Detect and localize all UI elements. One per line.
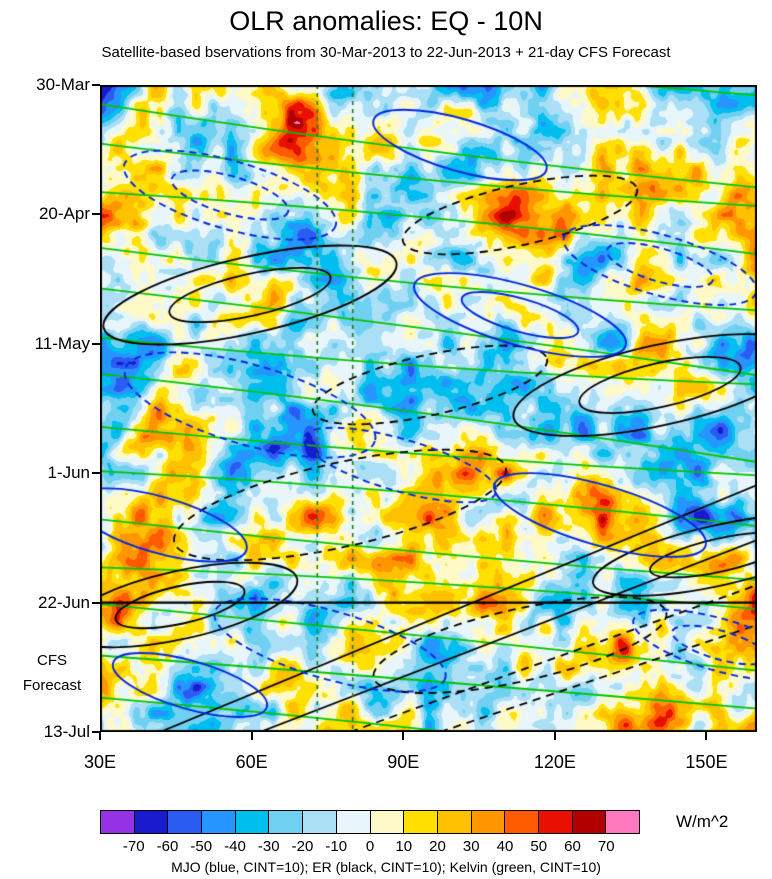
- y-tick-mark: [92, 601, 100, 604]
- y-tick-label: 1-Jun: [47, 463, 90, 483]
- colorbar-segment: [101, 811, 135, 833]
- colorbar-tick-label: -10: [325, 838, 348, 855]
- y-tick-mark: [92, 213, 100, 216]
- colorbar-units-label: W/m^2: [676, 812, 729, 831]
- colorbar-tick-label: 60: [564, 838, 581, 855]
- colorbar-tick-label: 70: [597, 838, 615, 855]
- chart-subtitle: Satellite-based bservations from 30-Mar-…: [101, 44, 671, 61]
- colorbar-segment: [505, 811, 539, 833]
- y-tick-mark: [92, 731, 100, 733]
- colorbar-tick-label: -20: [291, 838, 314, 855]
- colorbar-segment: [202, 811, 236, 833]
- colorbar-tick-label: 40: [496, 838, 514, 855]
- y-tick-mark: [92, 342, 100, 345]
- x-tick-mark: [250, 732, 253, 740]
- colorbar-tick-label: 0: [365, 838, 375, 855]
- colorbar-tick-label: 30: [462, 838, 480, 855]
- colorbar-segment: [606, 811, 639, 833]
- y-tick-label: 22-Jun: [38, 592, 90, 612]
- colorbar-tick-label: -50: [190, 838, 213, 855]
- colorbar-segment: [235, 811, 270, 833]
- colorbar-segment: [168, 811, 203, 833]
- y-tick-label: 20-Apr: [38, 204, 90, 224]
- cfs-label-line2: Forecast: [22, 677, 82, 694]
- colorbar-segment: [269, 811, 304, 833]
- colorbar-segment: [538, 811, 573, 833]
- y-tick-label: 11-May: [34, 333, 90, 353]
- x-tick-label: 150E: [685, 752, 728, 772]
- colorbar: [100, 810, 640, 834]
- x-tick-label: 30E: [83, 752, 117, 772]
- cfs-forecast-label: CFS Forecast: [15, 648, 89, 698]
- contour-legend: MJO (blue, CINT=10); ER (black, CINT=10)…: [171, 859, 601, 875]
- y-tick-mark: [92, 84, 100, 86]
- colorbar-segment: [404, 811, 438, 833]
- cfs-label-line1: CFS: [37, 652, 67, 669]
- colorbar-segment: [437, 811, 472, 833]
- x-tick-mark: [402, 732, 405, 740]
- colorbar-tick-label: 10: [395, 838, 413, 855]
- x-tick-label: 90E: [387, 752, 420, 772]
- colorbar-tick-label: -70: [122, 838, 145, 855]
- x-tick-mark: [705, 732, 708, 740]
- y-tick-label: 13-Jul: [43, 722, 90, 741]
- y-tick-label: 30-Mar: [36, 75, 90, 94]
- colorbar-tick-label: 20: [429, 838, 446, 855]
- colorbar-segment: [336, 811, 371, 833]
- colorbar-tick-label: -60: [156, 838, 179, 855]
- hovmoller-plot: [100, 85, 757, 732]
- x-tick-mark: [99, 732, 101, 740]
- colorbar-segment: [134, 811, 169, 833]
- x-tick-label: 120E: [533, 752, 576, 772]
- chart-title: OLR anomalies: EQ - 10N: [229, 6, 543, 36]
- x-tick-label: 60E: [235, 752, 268, 772]
- colorbar-tick-label: -30: [257, 838, 280, 855]
- colorbar-segment: [572, 811, 607, 833]
- x-tick-mark: [553, 732, 556, 740]
- colorbar-segment: [471, 811, 506, 833]
- colorbar-tick-label: -40: [224, 838, 246, 855]
- y-tick-mark: [92, 472, 100, 475]
- colorbar-segment: [370, 811, 405, 833]
- colorbar-segment: [303, 811, 337, 833]
- colorbar-tick-label: 50: [530, 838, 548, 855]
